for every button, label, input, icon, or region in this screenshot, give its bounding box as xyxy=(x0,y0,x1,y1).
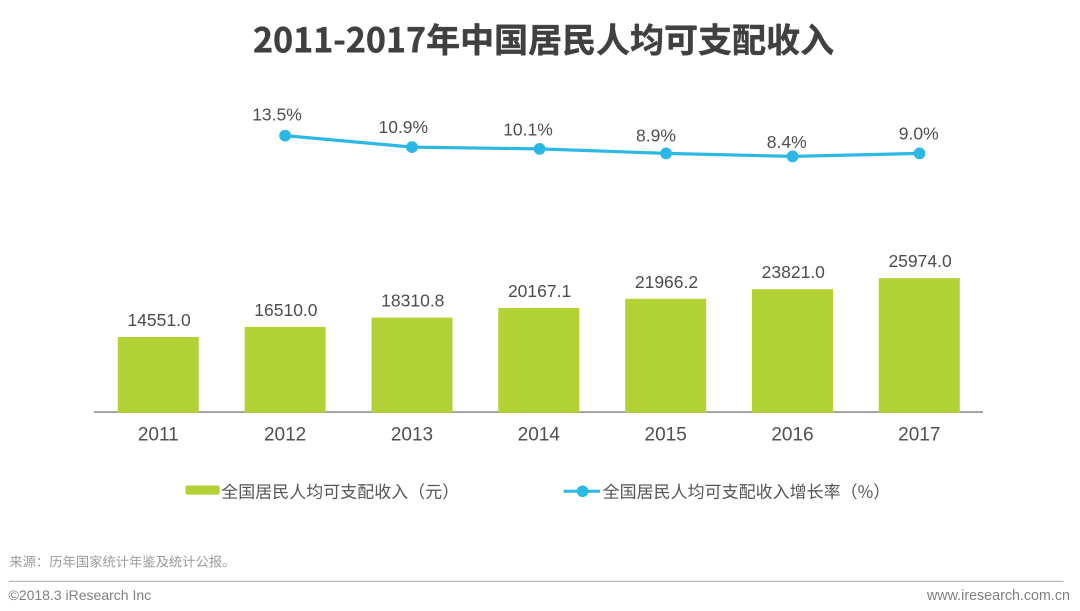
svg-text:2013: 2013 xyxy=(391,425,433,446)
svg-text:21966.2: 21966.2 xyxy=(635,272,698,292)
svg-text:©2018.3 iResearch Inc: ©2018.3 iResearch Inc xyxy=(9,587,152,603)
svg-text:13.5%: 13.5% xyxy=(252,104,302,124)
svg-text:25974.0: 25974.0 xyxy=(888,251,952,271)
svg-text:2017: 2017 xyxy=(898,425,940,446)
svg-text:10.9%: 10.9% xyxy=(378,117,428,137)
svg-text:23821.0: 23821.0 xyxy=(762,262,826,282)
svg-text:www.iresearch.com.cn: www.iresearch.com.cn xyxy=(926,588,1070,604)
svg-text:8.4%: 8.4% xyxy=(767,132,807,152)
svg-text:2011: 2011 xyxy=(138,425,179,446)
svg-text:2016: 2016 xyxy=(771,425,813,446)
svg-text:10.1%: 10.1% xyxy=(503,120,553,140)
svg-text:9.0%: 9.0% xyxy=(899,124,939,144)
svg-text:2015: 2015 xyxy=(645,425,687,446)
svg-text:16510.0: 16510.0 xyxy=(254,300,318,320)
svg-text:20167.1: 20167.1 xyxy=(508,281,571,301)
svg-text:8.9%: 8.9% xyxy=(636,125,676,145)
svg-text:2012: 2012 xyxy=(264,425,306,446)
svg-text:2014: 2014 xyxy=(518,425,561,446)
svg-text:14551.0: 14551.0 xyxy=(127,310,191,330)
svg-text:18310.8: 18310.8 xyxy=(381,291,444,311)
